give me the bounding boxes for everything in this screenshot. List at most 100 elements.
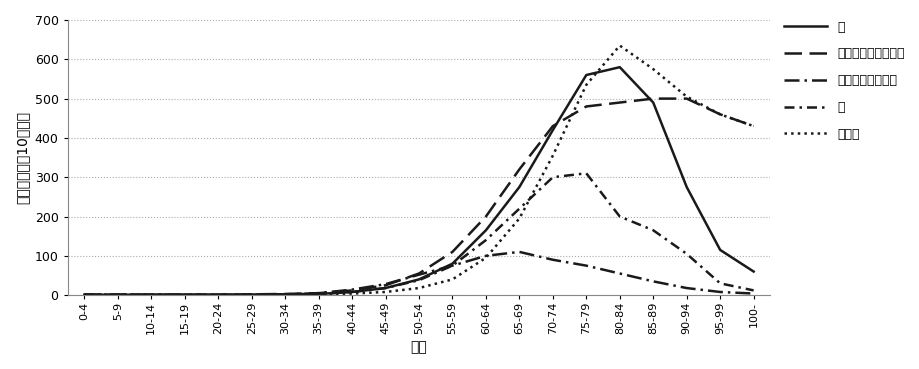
肝および肝内胆管	[179, 293, 190, 297]
前立腪	[79, 293, 90, 297]
大腸（結腸・直腸）	[614, 100, 625, 105]
Line: 胃: 胃	[85, 67, 753, 295]
胃	[380, 286, 391, 290]
前立腪	[380, 290, 391, 294]
肺	[112, 293, 123, 297]
前立腪	[480, 256, 491, 260]
胃	[714, 248, 725, 252]
胃	[580, 73, 591, 77]
肝および肝内胆管	[279, 292, 290, 297]
大腸（結腸・直腸）	[480, 214, 491, 219]
前立腪	[312, 292, 323, 297]
肺	[79, 293, 90, 297]
大腸（結腸・直腸）	[514, 167, 525, 172]
大腸（結腸・直腸）	[747, 124, 758, 128]
肝および肝内胆管	[413, 272, 424, 277]
肺	[480, 238, 491, 242]
胃	[413, 277, 424, 282]
前立腪	[680, 94, 691, 99]
Line: 前立腪: 前立腪	[85, 45, 753, 295]
大腸（結腸・直腸）	[714, 112, 725, 117]
前立腪	[714, 112, 725, 117]
肺	[179, 293, 190, 297]
肺	[279, 292, 290, 297]
肺	[312, 292, 323, 296]
大腸（結腸・直腸）	[79, 293, 90, 297]
胃	[614, 65, 625, 69]
前立腪	[580, 83, 591, 87]
大腸（結腸・直腸）	[346, 288, 357, 293]
肺	[547, 175, 558, 179]
肝および肝内胆管	[312, 291, 323, 295]
肺	[145, 293, 156, 297]
胃	[514, 185, 525, 189]
前立腪	[145, 293, 156, 297]
肝および肝内胆管	[747, 292, 758, 296]
胃	[547, 128, 558, 132]
肝および肝内胆管	[614, 271, 625, 276]
胃	[212, 293, 223, 297]
前立腪	[647, 67, 658, 71]
前立腪	[246, 293, 257, 297]
肝および肝内胆管	[714, 290, 725, 294]
胃	[145, 293, 156, 297]
前立腪	[179, 293, 190, 297]
肺	[514, 206, 525, 211]
前立腪	[212, 293, 223, 297]
肝および肝内胆管	[680, 286, 691, 290]
前立腪	[279, 293, 290, 297]
肺	[614, 214, 625, 219]
肺	[647, 228, 658, 232]
肺	[580, 171, 591, 176]
胃	[346, 290, 357, 294]
胃	[112, 293, 123, 297]
肝および肝内胆管	[212, 293, 223, 297]
肝および肝内胆管	[480, 254, 491, 258]
大腸（結腸・直腸）	[680, 96, 691, 101]
肺	[447, 263, 458, 268]
大腸（結腸・直腸）	[145, 293, 156, 297]
大腸（結腸・直腸）	[580, 104, 591, 109]
Y-axis label: 罵患率（人口10万対）: 罵患率（人口10万対）	[15, 111, 29, 204]
肝および肝内胆管	[145, 293, 156, 297]
Legend: 胃, 大腸（結腸・直腸）, 肝および肝内胆管, 肺, 前立腪: 胃, 大腸（結腸・直腸）, 肝および肝内胆管, 肺, 前立腪	[783, 21, 904, 141]
肝および肝内胆管	[647, 279, 658, 284]
肝および肝内胆管	[514, 250, 525, 254]
胃	[647, 100, 658, 105]
大腸（結腸・直腸）	[212, 293, 223, 297]
肺	[212, 293, 223, 297]
大腸（結腸・直腸）	[246, 292, 257, 297]
胃	[246, 293, 257, 297]
肝および肝内胆管	[112, 293, 123, 297]
肺	[413, 278, 424, 282]
大腸（結腸・直腸）	[447, 250, 458, 254]
肺	[714, 281, 725, 286]
前立腪	[346, 292, 357, 296]
前立腪	[747, 124, 758, 128]
胃	[447, 262, 458, 266]
肺	[747, 288, 758, 293]
大腸（結腸・直腸）	[112, 293, 123, 297]
肝および肝内胆管	[79, 293, 90, 297]
胃	[312, 292, 323, 296]
大腸（結腸・直腸）	[179, 293, 190, 297]
肝および肝内胆管	[447, 263, 458, 268]
前立腪	[447, 277, 458, 282]
胃	[179, 293, 190, 297]
前立腪	[112, 293, 123, 297]
大腸（結腸・直腸）	[312, 291, 323, 295]
Line: 大腸（結腸・直腸）: 大腸（結腸・直腸）	[85, 99, 753, 295]
肝および肝内胆管	[346, 287, 357, 292]
Line: 肺: 肺	[85, 173, 753, 295]
大腸（結腸・直腸）	[380, 283, 391, 287]
肝および肝内胆管	[547, 258, 558, 262]
胃	[279, 292, 290, 297]
胃	[79, 293, 90, 297]
胃	[747, 269, 758, 274]
前立腪	[413, 286, 424, 290]
前立腪	[547, 154, 558, 158]
前立腪	[514, 216, 525, 221]
肺	[246, 293, 257, 297]
肺	[680, 252, 691, 256]
Line: 肝および肝内胆管: 肝および肝内胆管	[85, 252, 753, 295]
